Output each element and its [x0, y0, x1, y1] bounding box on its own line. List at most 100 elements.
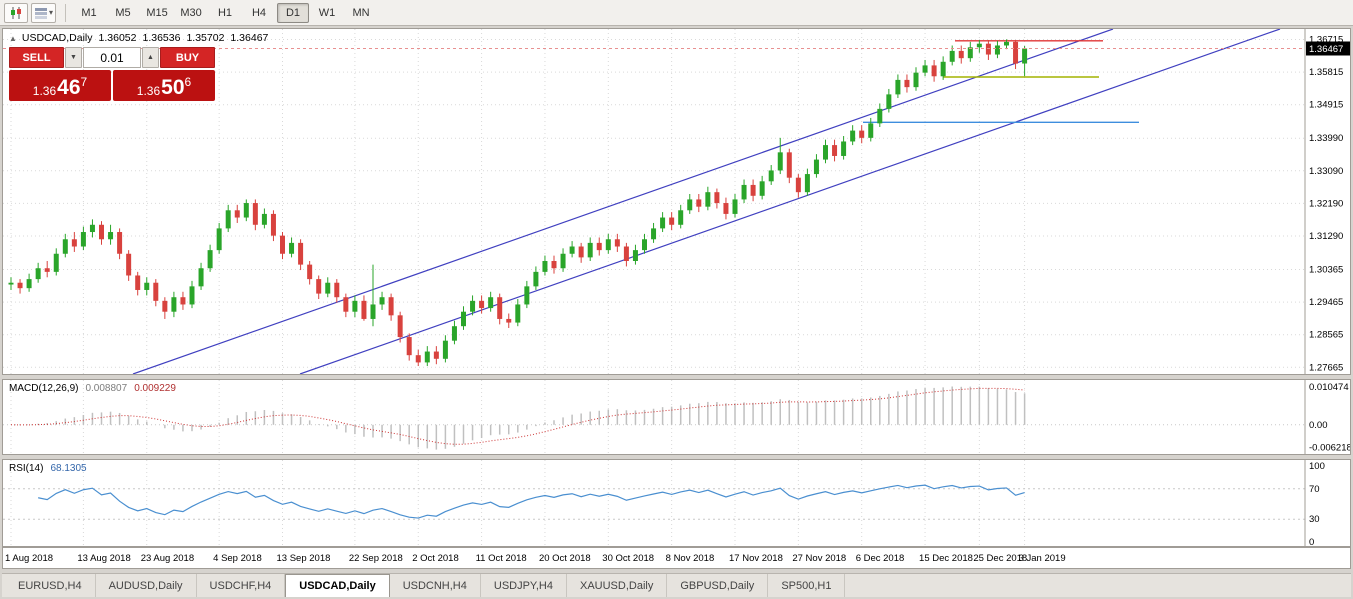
chart-tab-usdjpy-h4[interactable]: USDJPY,H4 — [481, 574, 567, 597]
ohlc-close: 1.36467 — [230, 32, 269, 44]
ohlc-low: 1.35702 — [186, 32, 225, 44]
chart-tab-usdcad-daily[interactable]: USDCAD,Daily — [285, 574, 390, 597]
macd-signal-line — [10, 387, 1025, 445]
svg-text:1.34915: 1.34915 — [1309, 100, 1343, 111]
macd-canvas[interactable]: 0.010474 0.00 -0.006218 — [3, 380, 1350, 454]
ask-price-big: 50 — [161, 76, 185, 100]
svg-text:11 Oct 2018: 11 Oct 2018 — [476, 553, 527, 564]
bid-price-sup: 7 — [80, 75, 88, 89]
sell-button[interactable]: SELL — [9, 47, 64, 68]
timeframe-button-d1[interactable]: D1 — [277, 2, 310, 23]
svg-text:23 Aug 2018: 23 Aug 2018 — [141, 553, 194, 564]
svg-text:1.31290: 1.31290 — [1309, 231, 1343, 242]
svg-text:1.35815: 1.35815 — [1309, 67, 1343, 78]
svg-text:1.33990: 1.33990 — [1309, 133, 1343, 144]
svg-text:1 Aug 2018: 1 Aug 2018 — [5, 553, 53, 564]
svg-text:20 Oct 2018: 20 Oct 2018 — [539, 553, 591, 564]
time-axis-canvas[interactable]: 1 Aug 2018 13 Aug 2018 23 Aug 2018 4 Sep 20… — [3, 548, 1350, 568]
current-price-tag — [1306, 41, 1350, 56]
svg-text:2 Oct 2018: 2 Oct 2018 — [412, 553, 458, 564]
rsi-value: 68.1305 — [50, 463, 87, 474]
chart-tab-gbpusd-daily[interactable]: GBPUSD,Daily — [667, 574, 769, 597]
trendline[interactable] — [299, 29, 1281, 374]
indicators-dropdown-button[interactable]: ▾ — [31, 2, 57, 23]
svg-text:6 Dec 2018: 6 Dec 2018 — [856, 553, 905, 564]
buy-button[interactable]: BUY — [160, 47, 215, 68]
candlestick-series — [8, 39, 1028, 367]
svg-text:3 Jan 2019: 3 Jan 2019 — [1019, 553, 1066, 564]
trendline[interactable] — [132, 29, 1114, 374]
chart-tab-bar: EURUSD,H4 AUDUSD,Daily USDCHF,H4 USDCAD,Dai… — [2, 573, 1351, 597]
rsi-canvas[interactable]: 100 70 30 0 — [3, 460, 1350, 546]
chart-tab-usdcnh-h4[interactable]: USDCNH,H4 — [390, 574, 481, 597]
macd-main-value: 0.008807 — [85, 383, 128, 394]
chart-type-button[interactable] — [4, 2, 28, 23]
bid-price-prefix: 1.36 — [32, 84, 57, 98]
svg-text:1.29465: 1.29465 — [1309, 297, 1343, 308]
svg-text:30 Oct 2018: 30 Oct 2018 — [602, 553, 654, 564]
rsi-label: RSI(14) 68.1305 — [9, 463, 87, 474]
collapse-panel-icon[interactable]: ▲ — [9, 33, 17, 43]
svg-text:15 Dec 2018: 15 Dec 2018 — [919, 553, 973, 564]
ask-price-box[interactable]: 1.36 50 6 — [113, 70, 215, 101]
svg-text:-0.006218: -0.006218 — [1309, 442, 1350, 453]
time-axis[interactable]: 1 Aug 2018 13 Aug 2018 23 Aug 2018 4 Sep 20… — [2, 547, 1351, 569]
macd-signal-value: 0.009229 — [134, 383, 176, 394]
chart-tab-usdchf-h4[interactable]: USDCHF,H4 — [197, 574, 286, 597]
svg-text:13 Sep 2018: 13 Sep 2018 — [277, 553, 331, 564]
svg-text:1.36467: 1.36467 — [1309, 44, 1343, 55]
macd-histogram — [19, 386, 1026, 450]
svg-text:0: 0 — [1309, 537, 1314, 546]
svg-text:1.28565: 1.28565 — [1309, 330, 1343, 341]
lot-size-input[interactable] — [83, 47, 141, 68]
svg-text:1.36715: 1.36715 — [1309, 35, 1343, 46]
timeframe-button-m5[interactable]: M5 — [115, 6, 131, 19]
ohlc-open: 1.36052 — [98, 32, 137, 44]
svg-text:1.30365: 1.30365 — [1309, 265, 1343, 276]
svg-text:100: 100 — [1309, 461, 1325, 472]
svg-text:1.27665: 1.27665 — [1309, 362, 1343, 373]
timeframe-button-w1[interactable]: W1 — [318, 6, 336, 19]
toolbar-separator — [65, 3, 67, 22]
svg-text:27 Nov 2018: 27 Nov 2018 — [792, 553, 846, 564]
svg-text:22 Sep 2018: 22 Sep 2018 — [349, 553, 403, 564]
svg-text:30: 30 — [1309, 514, 1320, 525]
chart-tab-audusd-daily[interactable]: AUDUSD,Daily — [96, 574, 197, 597]
ohlc-high: 1.36536 — [142, 32, 181, 44]
timeframe-button-m15[interactable]: M15 — [146, 6, 168, 19]
toolbar: ▾ M1 M5 M15 M30 H1 H4 D1 W1 MN — [0, 0, 1353, 26]
rsi-name: RSI(14) — [9, 463, 44, 474]
chart-tab-sp500-h1[interactable]: SP500,H1 — [768, 574, 846, 597]
svg-text:1.32190: 1.32190 — [1309, 198, 1343, 209]
price-chart-panel: 1.36715 1.35815 1.34915 1.33990 1.33090 1.321… — [2, 28, 1351, 375]
svg-text:0.010474: 0.010474 — [1309, 382, 1349, 393]
macd-label: MACD(12,26,9) 0.008807 0.009229 — [9, 383, 176, 394]
candlestick-chart-icon — [11, 6, 21, 19]
timeframe-group: M1 M5 M15 M30 H1 H4 D1 W1 MN — [72, 2, 378, 23]
timeframe-button-mn[interactable]: MN — [352, 6, 370, 19]
svg-text:0.00: 0.00 — [1309, 420, 1328, 431]
caret-down-icon: ▾ — [49, 8, 54, 17]
chart-tab-xauusd-daily[interactable]: XAUUSD,Daily — [567, 574, 668, 597]
chart-tab-eurusd-h4[interactable]: EURUSD,H4 — [5, 574, 96, 597]
timeframe-button-m30[interactable]: M30 — [180, 6, 202, 19]
chart-ohlc-header: ▲ USDCAD,Daily 1.36052 1.36536 1.35702 1… — [9, 32, 268, 44]
timeframe-button-h4[interactable]: H4 — [251, 6, 267, 19]
chart-symbol-label: USDCAD,Daily — [21, 32, 93, 44]
svg-text:25 Dec 2018: 25 Dec 2018 — [973, 553, 1027, 564]
lot-increase-button[interactable]: ▲ — [142, 47, 159, 68]
macd-panel: 0.010474 0.00 -0.006218 MACD(12,26,9) 0.00… — [2, 379, 1351, 455]
bid-price-box[interactable]: 1.36 46 7 — [9, 70, 111, 101]
svg-text:4 Sep 2018: 4 Sep 2018 — [213, 553, 262, 564]
svg-text:70: 70 — [1309, 484, 1320, 495]
main-grid — [3, 29, 1305, 374]
timeframe-button-h1[interactable]: H1 — [217, 6, 233, 19]
timeframe-button-m1[interactable]: M1 — [81, 6, 97, 19]
svg-text:1.33090: 1.33090 — [1309, 166, 1343, 177]
svg-text:13 Aug 2018: 13 Aug 2018 — [77, 553, 130, 564]
main-chart-canvas[interactable]: 1.36715 1.35815 1.34915 1.33990 1.33090 1.321… — [3, 29, 1350, 374]
rsi-line — [38, 484, 1025, 519]
lot-decrease-button[interactable]: ▼ — [65, 47, 82, 68]
